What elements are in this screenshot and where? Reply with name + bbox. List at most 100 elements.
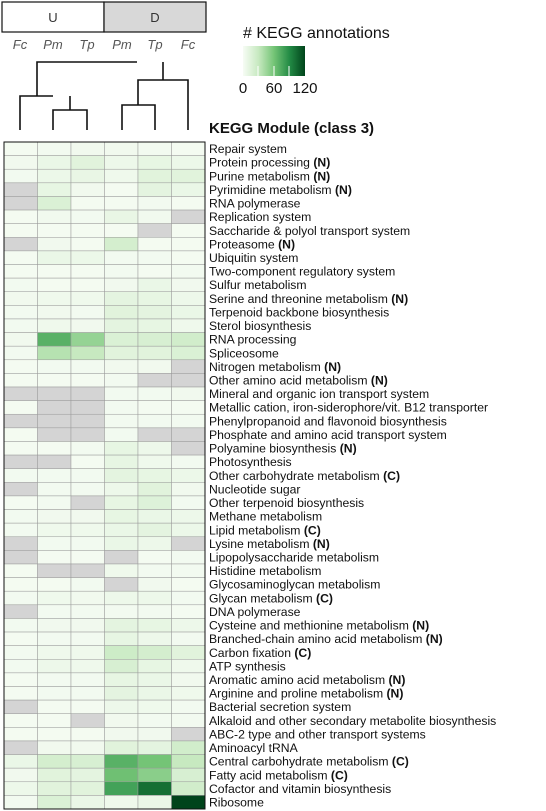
heatmap-cell bbox=[137, 168, 172, 184]
row-label: Cofactor and vitamin biosynthesis bbox=[209, 782, 391, 796]
heatmap-cell bbox=[3, 332, 38, 347]
column-label: Tp bbox=[147, 37, 162, 52]
heatmap-cell bbox=[104, 550, 139, 565]
heatmap-cell bbox=[104, 454, 139, 469]
heatmap-cell bbox=[3, 686, 38, 701]
row-label: Histidine metabolism bbox=[209, 564, 321, 578]
heatmap-cell bbox=[137, 468, 172, 483]
heatmap-cell bbox=[171, 495, 206, 510]
heatmap-cell bbox=[171, 468, 206, 483]
heatmap-cell bbox=[137, 155, 172, 170]
heatmap-cell bbox=[37, 291, 72, 306]
heatmap-cell bbox=[104, 781, 139, 796]
group-header: U D bbox=[1, 1, 207, 33]
heatmap-cell bbox=[37, 495, 72, 510]
row-label-suffix: (N) bbox=[409, 619, 429, 633]
heatmap-cell bbox=[137, 659, 172, 674]
heatmap-cell bbox=[70, 209, 105, 224]
heatmap-cell bbox=[37, 155, 72, 170]
heatmap-cell bbox=[171, 441, 206, 456]
heatmap-cell bbox=[3, 604, 38, 619]
heatmap-cell bbox=[37, 563, 72, 578]
legend-tick-label: 60 bbox=[266, 80, 283, 97]
heatmap-cell bbox=[70, 196, 105, 211]
heatmap-cell bbox=[70, 223, 105, 238]
heatmap-cell bbox=[3, 373, 38, 388]
heatmap-cell bbox=[171, 318, 206, 333]
legend-title: # KEGG annotations bbox=[243, 25, 390, 42]
row-label-name: Replication system bbox=[209, 210, 311, 224]
row-label: Central carbohydrate metabolism (C) bbox=[209, 755, 409, 769]
heatmap-cell bbox=[70, 441, 105, 456]
heatmap-cell bbox=[70, 386, 105, 401]
heatmap-cell bbox=[104, 386, 139, 401]
row-label: Other amino acid metabolism (N) bbox=[209, 374, 388, 388]
heatmap-cell bbox=[3, 291, 38, 306]
heatmap-cell bbox=[171, 645, 206, 660]
heatmap-cell bbox=[70, 659, 105, 674]
row-label: Phenylpropanoid and flavonoid biosynthes… bbox=[209, 414, 447, 428]
heatmap-cell bbox=[104, 305, 139, 320]
row-label-suffix: (C) bbox=[313, 591, 333, 605]
heatmap-cell bbox=[70, 237, 105, 252]
row-label-suffix: (N) bbox=[388, 292, 408, 306]
heatmap-cell bbox=[137, 277, 172, 292]
heatmap-cell bbox=[104, 536, 139, 551]
heatmap-cell bbox=[171, 168, 206, 184]
heatmap-cell bbox=[171, 141, 206, 156]
row-label-name: Serine and threonine metabolism bbox=[209, 292, 388, 306]
row-label-name: Metallic cation, iron-siderophore/vit. B… bbox=[209, 401, 488, 415]
heatmap-cell bbox=[3, 577, 38, 592]
heatmap-cell bbox=[171, 277, 206, 292]
row-label-name: Nucleotide sugar bbox=[209, 482, 300, 496]
heatmap-cell bbox=[37, 577, 72, 592]
heatmap-cell bbox=[137, 563, 172, 578]
group-box-d bbox=[103, 1, 207, 33]
heatmap-cell bbox=[137, 454, 172, 469]
heatmap-cell bbox=[37, 332, 72, 347]
heatmap-cell bbox=[104, 795, 139, 810]
row-label-name: Central carbohydrate metabolism bbox=[209, 755, 389, 769]
heatmap-cell bbox=[137, 781, 172, 796]
heatmap-cell bbox=[70, 645, 105, 660]
row-label: Replication system bbox=[209, 210, 311, 224]
row-label-suffix: (C) bbox=[291, 646, 311, 660]
legend-ticks bbox=[257, 66, 290, 76]
heatmap-cell bbox=[104, 196, 139, 211]
heatmap-cell bbox=[3, 141, 38, 156]
row-label-name: Lipopolysaccharide metabolism bbox=[209, 550, 379, 564]
heatmap-cell bbox=[137, 740, 172, 755]
heatmap-cell bbox=[137, 713, 172, 728]
heatmap-cell bbox=[104, 209, 139, 224]
heatmap-cell bbox=[137, 413, 172, 429]
row-label-name: Glycosaminoglycan metabolism bbox=[209, 578, 380, 592]
heatmap-cell bbox=[171, 781, 206, 796]
heatmap-cell bbox=[171, 359, 206, 374]
heatmap-cell bbox=[37, 182, 72, 197]
heatmap-cell bbox=[3, 196, 38, 211]
heatmap-cell bbox=[104, 767, 139, 783]
heatmap-cell bbox=[37, 209, 72, 224]
heatmap-cell bbox=[104, 141, 139, 156]
row-label: Glycan metabolism (C) bbox=[209, 591, 333, 605]
heatmap-cell bbox=[37, 645, 72, 660]
heatmap-cell bbox=[37, 659, 72, 674]
heatmap-cell bbox=[3, 727, 38, 742]
row-label-name: RNA processing bbox=[209, 333, 296, 347]
heatmap-cell bbox=[171, 795, 206, 810]
row-label-name: Terpenoid backbone biosynthesis bbox=[209, 305, 389, 319]
row-label-name: Repair system bbox=[209, 142, 287, 156]
column-labels: Fc Pm Tp Pm Tp Fc bbox=[13, 37, 196, 52]
row-label-name: Two-component regulatory system bbox=[209, 265, 395, 279]
row-label-suffix: (N) bbox=[321, 360, 341, 374]
heatmap-cell bbox=[104, 577, 139, 592]
row-label: Photosynthesis bbox=[209, 455, 292, 469]
heatmap-cell bbox=[137, 618, 172, 633]
row-label-name: Cofactor and vitamin biosynthesis bbox=[209, 782, 391, 796]
column-label: Fc bbox=[181, 37, 196, 52]
column-label: Tp bbox=[79, 37, 94, 52]
heatmap-cell bbox=[104, 740, 139, 755]
row-label: Mineral and organic ion transport system bbox=[209, 387, 429, 401]
heatmap-cell bbox=[104, 373, 139, 388]
heatmap-cell bbox=[137, 699, 172, 714]
